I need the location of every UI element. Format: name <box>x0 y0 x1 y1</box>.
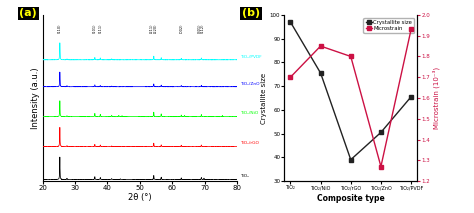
X-axis label: Composite type: Composite type <box>317 194 384 203</box>
Crystallite size <box>408 95 414 98</box>
Text: TiO₂/PVDF: TiO₂/PVDF <box>239 55 261 59</box>
Legend: Crystallite size, Microstrain: Crystallite size, Microstrain <box>364 17 414 33</box>
Microstrain <box>318 45 323 47</box>
Y-axis label: Intensity (a.u.): Intensity (a.u.) <box>31 67 40 129</box>
Microstrain <box>408 28 414 31</box>
Crystallite size <box>318 72 323 74</box>
Text: TiO₂/rGO: TiO₂/rGO <box>239 141 258 145</box>
Microstrain <box>378 165 384 168</box>
Text: (002): (002) <box>179 23 183 33</box>
Line: Microstrain: Microstrain <box>289 28 413 168</box>
Text: (101): (101) <box>93 23 97 33</box>
Line: Crystallite size: Crystallite size <box>289 20 413 161</box>
X-axis label: 2θ (°): 2θ (°) <box>128 193 152 202</box>
Text: (a): (a) <box>19 8 37 18</box>
Y-axis label: Crystallite size: Crystallite size <box>261 72 267 124</box>
Text: (301)
(112): (301) (112) <box>198 23 205 33</box>
Microstrain <box>348 55 354 58</box>
Text: TiO₂/NiO: TiO₂/NiO <box>239 111 258 115</box>
Crystallite size <box>288 21 293 23</box>
Crystallite size <box>378 131 384 134</box>
Microstrain <box>288 76 293 78</box>
Text: TiO₂: TiO₂ <box>239 174 248 178</box>
Y-axis label: Microstrain (10⁻³): Microstrain (10⁻³) <box>433 67 440 129</box>
Text: (211)
(220): (211) (220) <box>150 23 158 33</box>
Text: (110): (110) <box>58 23 62 33</box>
Text: TiO₂/ZnO: TiO₂/ZnO <box>239 82 259 86</box>
Crystallite size <box>348 158 354 161</box>
Text: (111): (111) <box>98 23 102 33</box>
Text: (b): (b) <box>242 8 260 18</box>
